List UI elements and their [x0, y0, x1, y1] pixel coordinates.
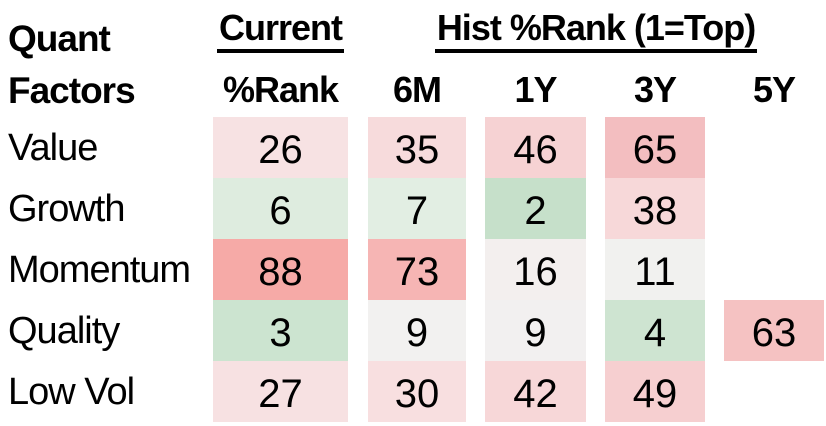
group-header-hist-rank-label: Hist %Rank (1=Top) [434, 10, 758, 53]
cell-growth-6m: 7 [368, 178, 466, 239]
row-label-low-vol: Low Vol [8, 370, 135, 413]
column-header-3y: 3Y [633, 69, 677, 110]
row-label-value: Value [8, 126, 98, 169]
cell-growth-1y: 2 [485, 178, 586, 239]
row-label-growth: Growth [8, 187, 125, 230]
cell-quality-rank: 3 [213, 300, 348, 361]
cell-value-rank: 26 [213, 117, 348, 178]
column-header-percent-rank: %Rank [222, 69, 339, 110]
cell-momentum-1y: 16 [485, 239, 586, 300]
cell-momentum-6m: 73 [368, 239, 466, 300]
group-header-hist-rank: Hist %Rank (1=Top) [368, 0, 824, 57]
corner-header-factors: Factors [8, 69, 136, 111]
row-label-quality: Quality [8, 309, 120, 352]
cell-low-vol-rank: 27 [213, 361, 348, 422]
column-header-1y: 1Y [514, 69, 557, 110]
row-label-momentum: Momentum [8, 248, 191, 291]
cell-quality-6m: 9 [368, 300, 466, 361]
cell-momentum-rank: 88 [213, 239, 348, 300]
cell-momentum-3y: 11 [605, 239, 705, 300]
cell-low-vol-3y: 49 [605, 361, 705, 422]
cell-low-vol-1y: 42 [485, 361, 586, 422]
column-header-5y: 5Y [752, 69, 796, 110]
group-header-current: Current [213, 0, 348, 57]
cell-low-vol-6m: 30 [368, 361, 466, 422]
group-header-current-label: Current [216, 10, 344, 53]
cell-value-3y: 65 [605, 117, 705, 178]
corner-header-quant: Quant [8, 18, 111, 59]
cell-value-1y: 46 [485, 117, 586, 178]
cell-growth-rank: 6 [213, 178, 348, 239]
cell-growth-3y: 38 [605, 178, 705, 239]
cell-quality-5y: 63 [724, 300, 824, 361]
cell-quality-3y: 4 [605, 300, 705, 361]
cell-value-6m: 35 [368, 117, 466, 178]
cell-quality-1y: 9 [485, 300, 586, 361]
column-header-6m: 6M [392, 69, 442, 110]
